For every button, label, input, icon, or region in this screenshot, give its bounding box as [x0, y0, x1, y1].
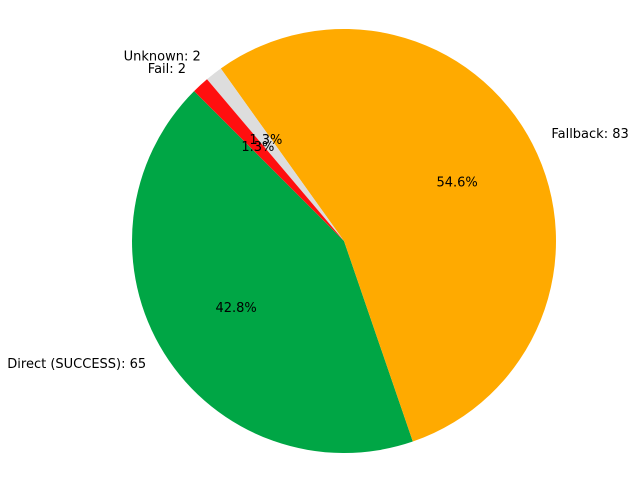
slice-percent-fallback: 54.6% [436, 175, 477, 190]
pie-slice-fail [194, 79, 344, 241]
pie-slice-unknown [206, 68, 344, 241]
slice-percent-unknown: 1.3% [249, 133, 282, 148]
pie-slice-direct-success [132, 91, 413, 453]
slice-label-fallback: Fallback: 83 [551, 127, 628, 142]
slice-label-unknown: Unknown: 2 [124, 49, 201, 64]
pie-labels: Direct (SUCCESS): 65 42.8% Fallback: 83 54.… [7, 49, 629, 372]
slice-label-direct-success: Direct (SUCCESS): 65 [7, 357, 146, 372]
slice-percent-direct-success: 42.8% [215, 301, 256, 316]
pie-slice-fallback [220, 29, 557, 442]
pie-slices [132, 29, 557, 453]
slice-label-fail: Fail: 2 [148, 62, 186, 77]
slice-percent-fail: 1.3% [241, 140, 274, 155]
